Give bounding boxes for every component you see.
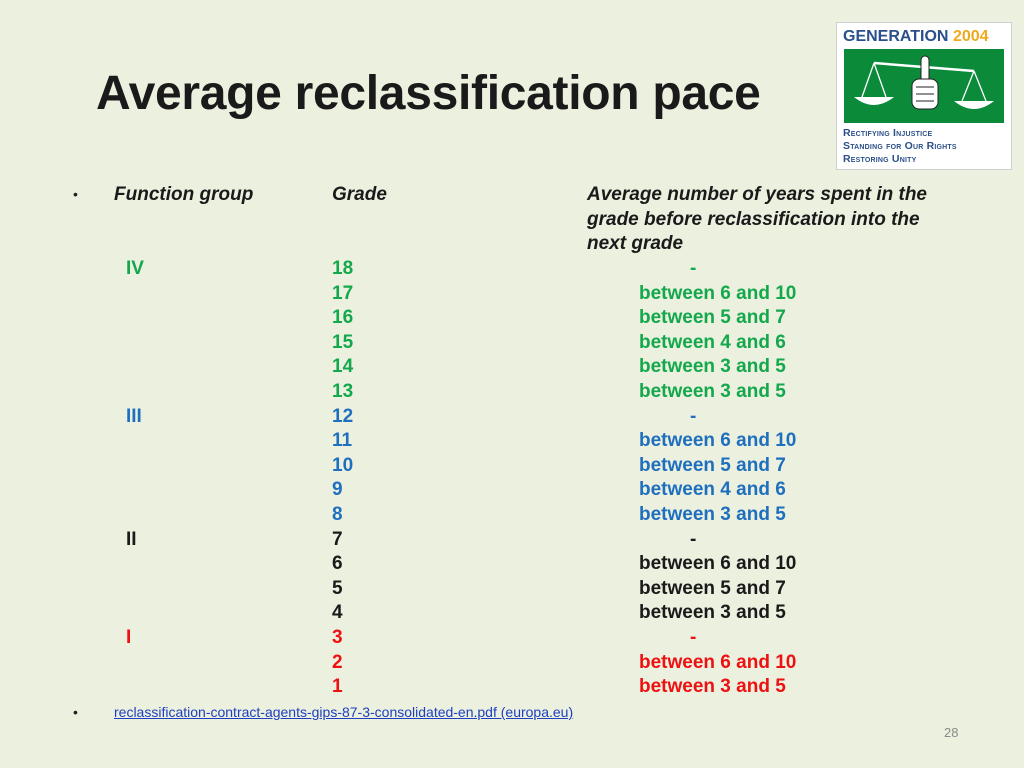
grade-cell: 5 bbox=[332, 577, 343, 599]
grade-cell: 10 bbox=[332, 454, 354, 476]
bullet-marker: • bbox=[73, 704, 78, 720]
grade-cell: 13 bbox=[332, 381, 354, 402]
average-years-cell: between 3 and 5 bbox=[639, 504, 786, 525]
column-header-average: Average number of years spent in the gra… bbox=[587, 183, 927, 257]
column-header-grade: Grade bbox=[332, 184, 387, 205]
grade-cell: 11 bbox=[332, 430, 353, 452]
average-years-cell: - bbox=[690, 528, 697, 550]
logo-emblem bbox=[844, 49, 1004, 123]
grade-cell: 6 bbox=[332, 553, 343, 575]
average-years-cell: between 6 and 10 bbox=[639, 651, 797, 673]
slide-title: Average reclassification pace bbox=[96, 67, 761, 120]
average-years-cell: between 5 and 7 bbox=[639, 454, 786, 476]
logo-year: 2004 bbox=[952, 28, 989, 45]
function-group-label: III bbox=[126, 405, 142, 427]
column-header-average-line-3: next grade bbox=[587, 233, 684, 255]
average-years-cell: - bbox=[690, 258, 697, 279]
logo-tagline-1: Rectifying Injustice bbox=[843, 127, 933, 139]
logo-heading: GENERATION 2004 bbox=[843, 28, 1005, 46]
column-header-function-group: Function group bbox=[114, 184, 254, 205]
grade-cell: 15 bbox=[332, 331, 354, 353]
scales-hand-icon bbox=[854, 55, 994, 110]
average-years-cell: - bbox=[690, 405, 697, 427]
grade-cell: 1 bbox=[332, 676, 343, 698]
grade-cell: 16 bbox=[332, 307, 354, 329]
grade-cell: 18 bbox=[332, 258, 354, 279]
grade-cell: 17 bbox=[332, 282, 354, 304]
function-group-label: II bbox=[126, 528, 137, 550]
average-years-cell: between 3 and 5 bbox=[639, 676, 786, 698]
grade-cell: 4 bbox=[332, 602, 343, 624]
logo-tagline-3: Restoring Unity bbox=[843, 153, 917, 165]
logo-word: GENERATION bbox=[843, 28, 949, 45]
average-years-cell: between 3 and 5 bbox=[639, 381, 786, 402]
grade-cell: 3 bbox=[332, 627, 343, 648]
average-years-cell: between 6 and 10 bbox=[639, 282, 797, 304]
source-link[interactable]: reclassification-contract-agents-gips-87… bbox=[114, 704, 574, 720]
grade-cell: 8 bbox=[332, 504, 343, 525]
column-header-average-line-1: Average number of years spent in the bbox=[587, 184, 927, 205]
logo-tagline-2: Standing for Our Rights bbox=[843, 140, 957, 152]
average-years-cell: between 4 and 6 bbox=[639, 479, 786, 501]
average-years-cell: between 6 and 10 bbox=[639, 553, 797, 575]
grade-cell: 9 bbox=[332, 479, 343, 501]
average-years-cell: between 3 and 5 bbox=[639, 356, 786, 378]
grade-cell: 2 bbox=[332, 651, 343, 673]
grade-cell: 7 bbox=[332, 528, 343, 550]
grade-cell: 14 bbox=[332, 356, 354, 378]
average-years-cell: - bbox=[690, 627, 697, 648]
column-header-average-line-2: grade before reclassification into the bbox=[587, 208, 920, 230]
average-years-cell: between 5 and 7 bbox=[639, 307, 786, 329]
function-group-label: I bbox=[126, 627, 132, 648]
average-years-cell: between 3 and 5 bbox=[639, 602, 786, 624]
average-years-cell: between 4 and 6 bbox=[639, 331, 786, 353]
average-years-cell: between 6 and 10 bbox=[639, 430, 797, 452]
page-number: 28 bbox=[944, 725, 959, 740]
average-years-cell: between 5 and 7 bbox=[639, 577, 786, 599]
function-group-label: IV bbox=[126, 258, 144, 279]
generation-2004-logo: GENERATION 2004 Rectifying Injustice Sta… bbox=[836, 22, 1012, 170]
grade-cell: 12 bbox=[332, 405, 354, 427]
bullet-marker: • bbox=[73, 186, 78, 202]
